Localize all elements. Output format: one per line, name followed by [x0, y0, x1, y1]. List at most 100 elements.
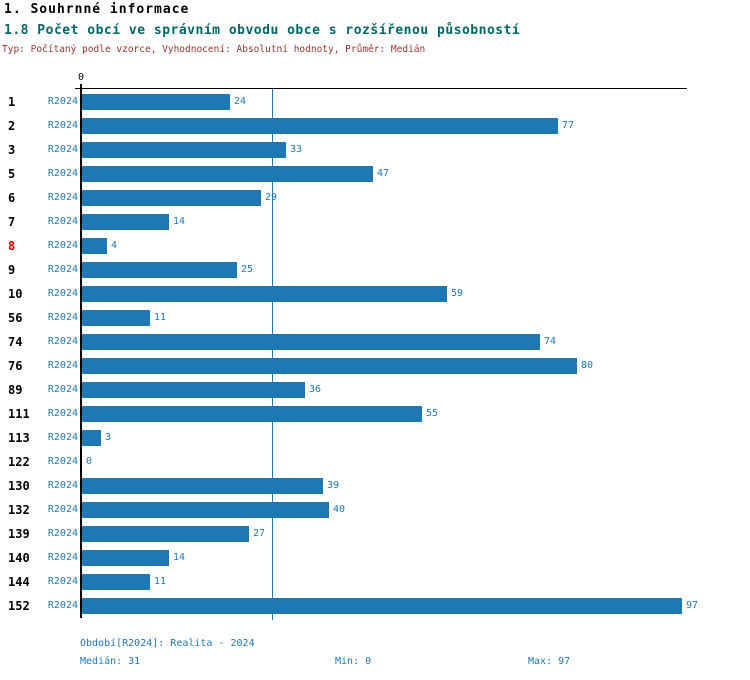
row-bar [82, 142, 286, 158]
chart-row: 10 R2024 59 [0, 286, 750, 302]
row-series-label: R2024 [47, 96, 78, 107]
chart-row: 111 R2024 55 [0, 406, 750, 422]
chart-subtitle: Typ: Počítaný podle vzorce, Vyhodnocení:… [2, 44, 426, 55]
chart-row: 152 R2024 97 [0, 598, 750, 614]
row-value-label: 40 [333, 504, 346, 515]
row-category-label: 132 [8, 503, 30, 517]
row-series-label: R2024 [47, 192, 78, 203]
row-bar [82, 262, 237, 278]
row-category-label: 10 [8, 287, 23, 301]
row-series-label: R2024 [47, 216, 78, 227]
row-category-label: 6 [8, 191, 16, 205]
row-bar [82, 166, 373, 182]
row-bar [82, 430, 101, 446]
row-category-label: 122 [8, 455, 30, 469]
row-series-label: R2024 [47, 120, 78, 131]
row-bar [82, 550, 169, 566]
chart-row: 56 R2024 11 [0, 310, 750, 326]
row-bar [82, 286, 447, 302]
row-category-label: 8 [8, 239, 16, 253]
chart-rows: 1 R2024 24 2 R2024 77 3 R2024 33 5 R2024 47 6 R2024 29… [0, 94, 750, 614]
chart-row: 6 R2024 29 [0, 190, 750, 206]
chart-row: 7 R2024 14 [0, 214, 750, 230]
chart-row: 122 R2024 0 [0, 454, 750, 470]
row-series-label: R2024 [47, 144, 78, 155]
row-category-label: 2 [8, 119, 16, 133]
row-series-label: R2024 [47, 456, 78, 467]
row-category-label: 140 [8, 551, 30, 565]
chart-row: 113 R2024 3 [0, 430, 750, 446]
chart-row: 2 R2024 77 [0, 118, 750, 134]
row-series-label: R2024 [47, 360, 78, 371]
row-value-label: 14 [173, 216, 186, 227]
row-bar [82, 502, 329, 518]
row-series-label: R2024 [47, 504, 78, 515]
row-bar [82, 382, 305, 398]
row-bar [82, 526, 249, 542]
row-value-label: 77 [562, 120, 575, 131]
row-series-label: R2024 [47, 240, 78, 251]
row-series-label: R2024 [47, 384, 78, 395]
row-value-label: 4 [111, 240, 118, 251]
row-value-label: 39 [327, 480, 340, 491]
row-bar [82, 118, 558, 134]
chart-row: 139 R2024 27 [0, 526, 750, 542]
row-category-label: 89 [8, 383, 23, 397]
chart-row: 89 R2024 36 [0, 382, 750, 398]
row-series-label: R2024 [47, 168, 78, 179]
row-series-label: R2024 [47, 552, 78, 563]
row-value-label: 27 [253, 528, 266, 539]
y-axis-line [80, 84, 82, 618]
row-category-label: 144 [8, 575, 30, 589]
row-category-label: 5 [8, 167, 16, 181]
row-value-label: 59 [451, 288, 464, 299]
row-value-label: 11 [154, 312, 167, 323]
row-series-label: R2024 [47, 528, 78, 539]
row-bar [82, 598, 682, 614]
row-value-label: 36 [309, 384, 322, 395]
row-category-label: 113 [8, 431, 30, 445]
row-value-label: 3 [105, 432, 112, 443]
row-value-label: 80 [581, 360, 594, 371]
chart-row: 132 R2024 40 [0, 502, 750, 518]
section-title: 1. Souhrnné informace [4, 2, 190, 17]
chart-row: 8 R2024 4 [0, 238, 750, 254]
row-value-label: 14 [173, 552, 186, 563]
row-bar [82, 574, 150, 590]
row-category-label: 111 [8, 407, 30, 421]
chart-row: 144 R2024 11 [0, 574, 750, 590]
row-category-label: 56 [8, 311, 23, 325]
chart-row: 140 R2024 14 [0, 550, 750, 566]
row-bar [82, 94, 230, 110]
bar-chart: 0 1 R2024 24 2 R2024 77 3 R2024 33 5 R2024 47 6 R2024… [0, 72, 750, 620]
row-value-label: 25 [241, 264, 254, 275]
row-series-label: R2024 [47, 312, 78, 323]
row-category-label: 74 [8, 335, 23, 349]
row-bar [82, 214, 169, 230]
row-series-label: R2024 [47, 336, 78, 347]
row-value-label: 29 [265, 192, 278, 203]
row-category-label: 9 [8, 263, 16, 277]
row-series-label: R2024 [47, 600, 78, 611]
row-series-label: R2024 [47, 480, 78, 491]
row-category-label: 152 [8, 599, 30, 613]
row-value-label: 47 [377, 168, 390, 179]
row-series-label: R2024 [47, 408, 78, 419]
row-value-label: 24 [234, 96, 247, 107]
row-value-label: 0 [86, 456, 93, 467]
row-category-label: 139 [8, 527, 30, 541]
row-bar [82, 310, 150, 326]
row-category-label: 1 [8, 95, 16, 109]
row-value-label: 11 [154, 576, 167, 587]
chart-row: 76 R2024 80 [0, 358, 750, 374]
row-bar [82, 190, 261, 206]
row-series-label: R2024 [47, 432, 78, 443]
chart-row: 130 R2024 39 [0, 478, 750, 494]
row-series-label: R2024 [47, 264, 78, 275]
row-series-label: R2024 [47, 576, 78, 587]
median-line [272, 89, 273, 620]
row-value-label: 55 [426, 408, 439, 419]
axis-zero-label: 0 [77, 72, 85, 83]
chart-title: 1.8 Počet obcí ve správním obvodu obce s… [4, 23, 521, 38]
